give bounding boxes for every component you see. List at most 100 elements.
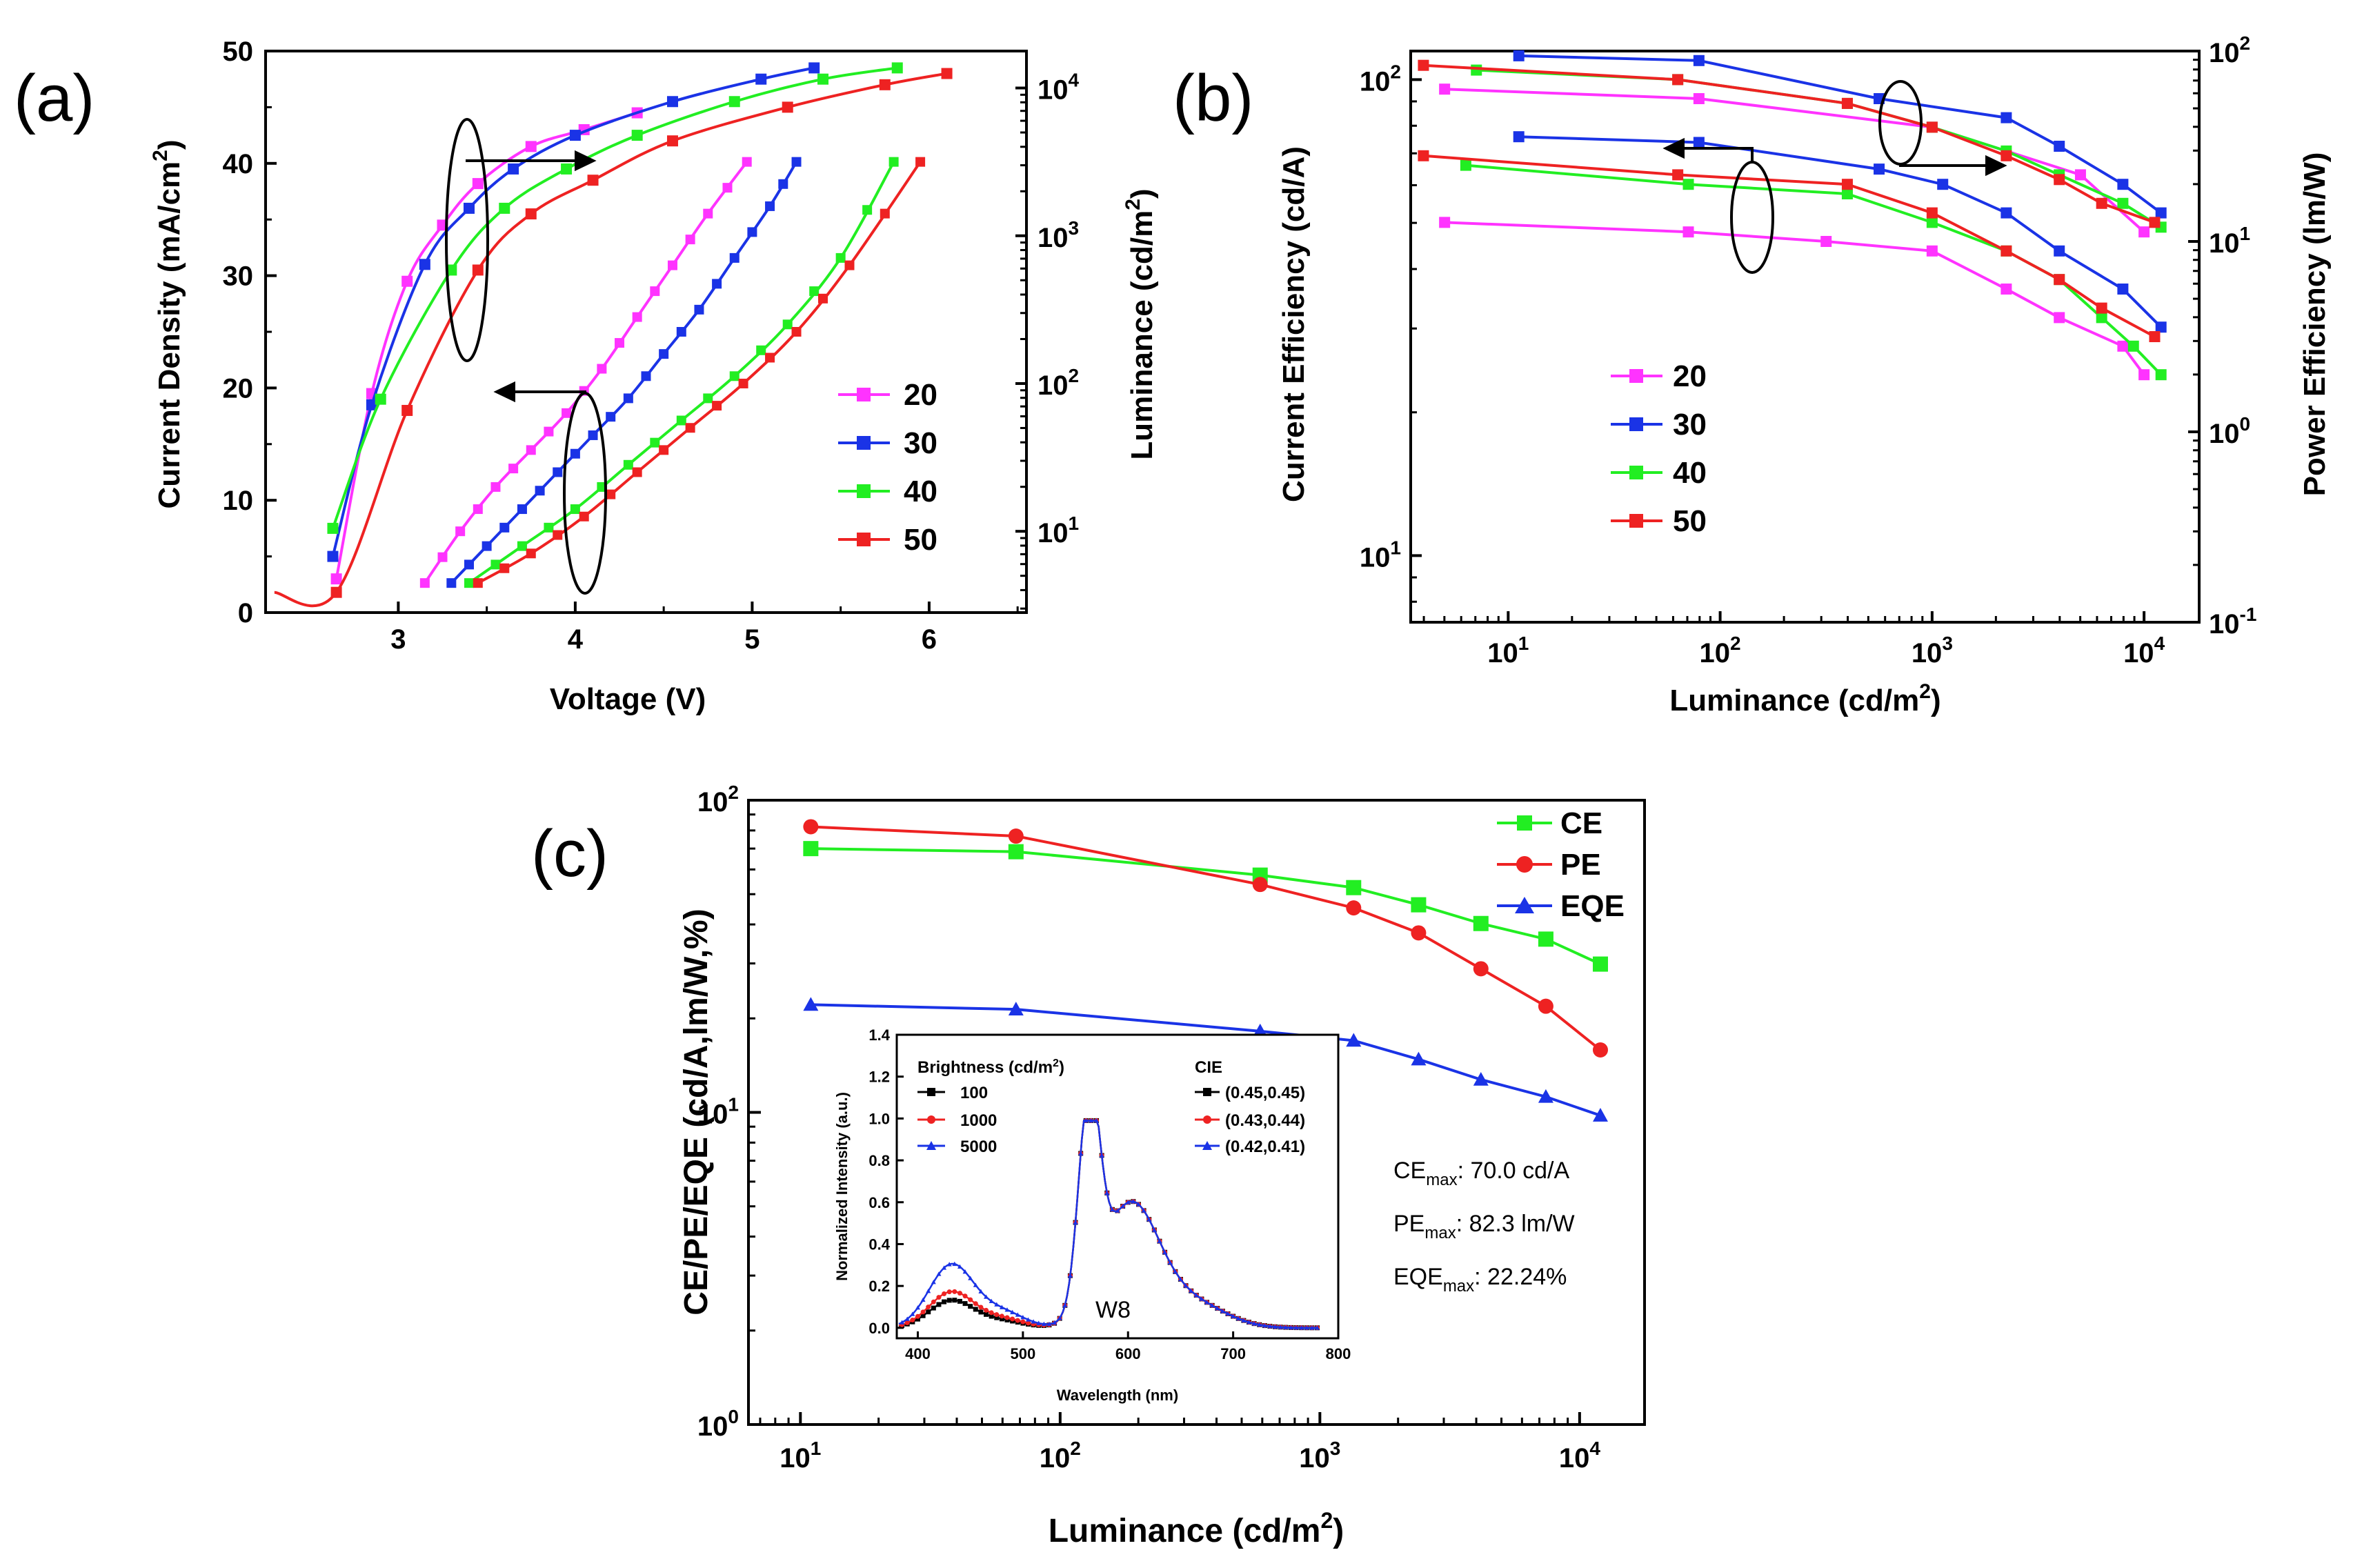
inset-y-tick-label: 0.8 <box>868 1152 890 1169</box>
inset-point-1000 <box>994 1312 1000 1318</box>
line-b-50 <box>1423 63 2156 224</box>
point-b-20 <box>2138 369 2150 381</box>
point-a-lum-30 <box>747 227 757 237</box>
point-b-40 <box>1471 64 1482 76</box>
inset-point-100 <box>984 1311 989 1317</box>
y2-tick-label-b: 100 <box>2209 413 2250 449</box>
point-c-eqe <box>1538 1089 1553 1103</box>
inset-legend-item-cie-2: (0.43,0.44) <box>1195 1111 1305 1130</box>
annotations-c: CEmax: 70.0 cd/A PEmax: 82.3 lm/W EQEmax… <box>1393 1158 1575 1296</box>
y-tick-label-c: 102 <box>697 782 739 817</box>
inset-frame <box>895 1033 1340 1340</box>
y-axis-title-a: Current Density (mA/cm2) <box>149 139 186 508</box>
legend-item-b-50: 50 <box>1611 504 1707 538</box>
legend-a: 20 30 40 50 <box>838 378 937 557</box>
inset-point-5000 <box>1309 1325 1315 1330</box>
inset-point-100 <box>946 1298 952 1303</box>
point-b-40 <box>2127 340 2139 352</box>
legend-item-c-ce: CE <box>1497 806 1602 840</box>
inset-point-5000 <box>915 1305 920 1310</box>
point-a-lum-20 <box>632 312 642 322</box>
point-a-lum-50 <box>712 401 722 411</box>
inset-point-5000 <box>926 1289 931 1293</box>
x-axis-title-b: Luminance (cd/m2) <box>1669 680 1940 717</box>
point-b-50 <box>1926 121 1938 133</box>
inset-legend-title-brightness: Brightness (cd/m2) <box>917 1058 1064 1077</box>
line-a-30 <box>331 66 815 557</box>
legend-label-c-ce: CE <box>1560 806 1602 840</box>
point-a-lum-30 <box>641 371 651 381</box>
point-c-pe <box>803 819 819 835</box>
point-a-lum-50 <box>765 353 775 363</box>
x-tick-label-c: 104 <box>1559 1438 1601 1473</box>
point-a-lum-50 <box>526 548 536 559</box>
y2-tick-label-a: 101 <box>1037 513 1079 548</box>
point-a-lum-50 <box>632 467 642 477</box>
point-a-lum-30 <box>588 430 598 440</box>
legend-label-a-50: 50 <box>904 523 937 557</box>
point-b-40 <box>2155 369 2167 381</box>
point-a-20 <box>472 178 484 190</box>
inset-point-5000 <box>1199 1296 1204 1301</box>
series-c <box>803 819 1608 1122</box>
inset-series <box>898 1118 1320 1331</box>
point-b-20 <box>2117 340 2129 352</box>
y-tick-label-a: 30 <box>223 261 254 292</box>
inset-y-tick-label: 1.2 <box>868 1069 890 1086</box>
point-c-eqe <box>1473 1071 1489 1086</box>
point-a-lum-20 <box>473 504 483 515</box>
point-a-lum-20 <box>526 445 536 455</box>
point-c-pe <box>1538 998 1553 1014</box>
point-a-lum-30 <box>676 327 686 337</box>
point-a-lum-20 <box>650 286 660 297</box>
point-a-lum-40 <box>490 559 501 570</box>
point-a-40 <box>631 130 643 141</box>
inset-point-5000 <box>984 1294 989 1299</box>
y2-tick-label-a: 102 <box>1037 365 1079 401</box>
y-tick-label-a: 0 <box>238 598 253 628</box>
inset-point-5000 <box>962 1269 968 1274</box>
point-a-lum-30 <box>659 349 669 359</box>
inset-point-5000 <box>942 1265 947 1270</box>
inset-point-5000 <box>973 1282 978 1287</box>
inset-point-5000 <box>1273 1324 1278 1329</box>
y-tick-label-a: 20 <box>223 373 254 404</box>
y-tick-label-b: 102 <box>1360 61 1401 97</box>
panel-label-a: (a) <box>14 61 95 135</box>
point-a-lum-30 <box>712 279 722 289</box>
panel-a: (a) 3 4 5 6 0 10 20 30 40 50 101 102 103 104 20 30 <box>14 37 1159 716</box>
point-a-lum-30 <box>729 252 739 263</box>
x-tick-label-b: 101 <box>1487 633 1529 668</box>
point-b-50 <box>1672 74 1684 86</box>
point-a-50 <box>941 68 953 79</box>
point-a-lum-40 <box>809 286 820 297</box>
legend-item-b-20: 20 <box>1611 359 1707 393</box>
point-a-lum-20 <box>722 183 733 193</box>
legend-c: CE PE EQE <box>1497 806 1625 923</box>
legend-label-a-20: 20 <box>904 378 937 412</box>
panel-label-c: (c) <box>531 817 608 891</box>
inset-point-5000 <box>1004 1307 1010 1312</box>
point-c-ce <box>1538 931 1553 947</box>
series-b-20-y <box>1439 83 2150 238</box>
line-b-20 <box>1444 88 2145 233</box>
point-a-lum-30 <box>481 541 492 551</box>
point-b-20 <box>1439 83 1451 95</box>
point-b-20 <box>1926 245 1938 257</box>
x-tick-label-a: 3 <box>390 624 406 655</box>
inset-legend-item-cie-1: (0.45,0.45) <box>1195 1084 1305 1102</box>
point-a-lum-30 <box>499 522 510 533</box>
legend-label-b-20: 20 <box>1673 359 1707 393</box>
point-a-lum-40 <box>623 459 633 470</box>
y-tick-label-c: 101 <box>697 1094 739 1130</box>
inset-point-5000 <box>1141 1208 1146 1213</box>
inset-point-5000 <box>1299 1325 1304 1330</box>
arrow-a-to-current <box>514 390 586 393</box>
point-a-20 <box>330 573 342 585</box>
legend-label-a-40: 40 <box>904 475 937 508</box>
point-a-lum-30 <box>606 412 616 422</box>
legend-label-a-30: 30 <box>904 426 937 460</box>
series-a-30-y2 <box>446 157 802 588</box>
inset-point-5000 <box>1193 1293 1199 1298</box>
point-a-30 <box>366 399 377 410</box>
